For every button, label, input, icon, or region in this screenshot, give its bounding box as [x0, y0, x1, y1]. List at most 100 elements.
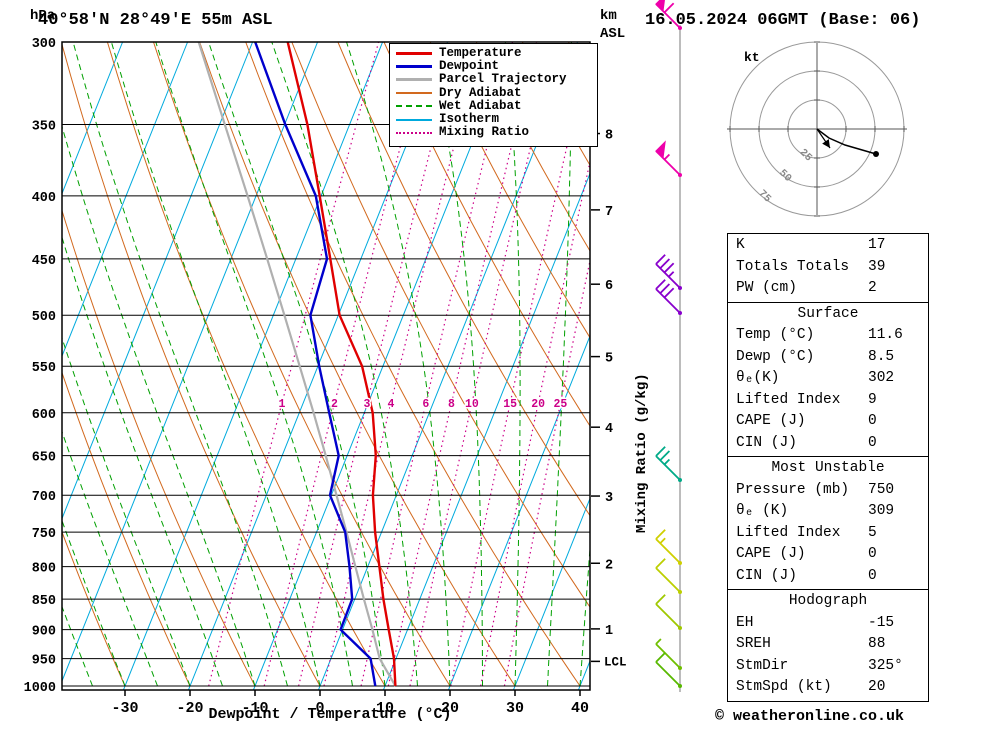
legend-swatch — [396, 119, 432, 121]
table-row-label: Lifted Index — [736, 523, 868, 545]
mixing-ratio-label: 25 — [553, 398, 567, 411]
mixing-ratio-label: 3 — [364, 398, 371, 411]
table-row-label: Temp (°C) — [736, 325, 868, 347]
wind-barb-full-tick — [664, 263, 673, 272]
legend-swatch — [396, 65, 432, 68]
lcl-label: LCL — [604, 655, 627, 669]
table-row: EH-15 — [728, 613, 928, 635]
table-row: CIN (J)0 — [728, 566, 928, 588]
dry-adiabat-line — [0, 42, 190, 686]
pressure-tick-label: 350 — [32, 119, 56, 134]
legend-label: Dewpoint — [439, 60, 499, 73]
table-row-value: 0 — [868, 544, 928, 566]
table-row-label: θₑ (K) — [736, 501, 868, 523]
wind-barb — [656, 595, 682, 630]
table-row-value: 17 — [868, 235, 928, 257]
km-tick-label: 7 — [605, 205, 613, 220]
km-tick-label: 1 — [605, 624, 613, 639]
table-row-value: 302 — [868, 368, 928, 390]
legend-swatch — [396, 78, 432, 81]
pressure-tick-label: 800 — [32, 562, 56, 577]
wind-barb-full-tick — [660, 259, 669, 268]
table-section-header: Hodograph — [728, 591, 928, 613]
table-row-value: 0 — [868, 433, 928, 455]
legend-swatch — [396, 132, 432, 134]
mixing-ratio-label: 6 — [422, 398, 429, 411]
legend-label: Wet Adiabat — [439, 100, 522, 113]
dewpoint-curve — [255, 42, 375, 686]
table-row-value: 39 — [868, 257, 928, 279]
wind-barb-half-tick — [656, 639, 661, 644]
table-row-label: Pressure (mb) — [736, 480, 868, 502]
table-row-label: EH — [736, 613, 868, 635]
table-row-value: 0 — [868, 566, 928, 588]
table-row: θₑ (K)309 — [728, 501, 928, 523]
hodograph-kt-label: kt — [744, 50, 760, 65]
temp-tick-label: -30 — [111, 700, 138, 717]
mixing-ratio-axis-title: Mixing Ratio (g/kg) — [634, 373, 650, 533]
wind-barb-full-tick — [660, 451, 669, 460]
table-row-value: 20 — [868, 677, 928, 699]
hodograph-ring-label: 50 — [776, 167, 793, 184]
asl-label: ASL — [600, 26, 625, 42]
table-row-label: CAPE (J) — [736, 544, 868, 566]
wind-barb — [656, 530, 682, 565]
pressure-tick-label: 950 — [32, 654, 56, 669]
pressure-tick-label: 850 — [32, 594, 56, 609]
table-row-value: 325° — [868, 656, 928, 678]
copyright: © weatheronline.co.uk — [715, 708, 904, 725]
pressure-tick-label: 1000 — [24, 681, 56, 696]
mixing-ratio-label: 15 — [503, 398, 517, 411]
table-row-label: K — [736, 235, 868, 257]
table-row-value: 5 — [868, 523, 928, 545]
storm-motion-arrowhead — [822, 139, 830, 148]
table-row-value: 88 — [868, 634, 928, 656]
temp-tick-label: 30 — [506, 700, 524, 717]
x-axis-title: Dewpoint / Temperature (°C) — [180, 706, 480, 723]
table-section-header: Most Unstable — [728, 458, 928, 480]
table-row: StmSpd (kt)20 — [728, 677, 928, 699]
table-row-label: StmSpd (kt) — [736, 677, 868, 699]
wind-barb-full-tick — [656, 447, 665, 456]
wind-barb-full-tick — [656, 595, 665, 604]
wet-adiabat-line — [111, 42, 320, 686]
wind-barb-full-tick — [664, 288, 673, 297]
table-row-label: CIN (J) — [736, 566, 868, 588]
pressure-tick-label: 500 — [32, 310, 56, 325]
wind-barb-shaft — [656, 568, 680, 592]
mixing-ratio-label: 20 — [531, 398, 545, 411]
wind-barb-full-tick — [660, 284, 669, 293]
legend-item: Dewpoint — [396, 60, 597, 73]
table-row-value: -15 — [868, 613, 928, 635]
wind-barb-full-tick — [656, 280, 665, 289]
pressure-tick-label: 750 — [32, 527, 56, 542]
wind-barb-half-tick — [669, 272, 674, 277]
legend-label: Mixing Ratio — [439, 126, 529, 139]
legend-label: Parcel Trajectory — [439, 73, 567, 86]
wind-barb-half-tick — [664, 459, 669, 464]
pressure-tick-label: 400 — [32, 191, 56, 206]
legend-item: Parcel Trajectory — [396, 73, 597, 86]
legend-label: Dry Adiabat — [439, 87, 522, 100]
legend-label: Isotherm — [439, 113, 499, 126]
table-row-value: 2 — [868, 278, 928, 300]
table-row-label: Dewp (°C) — [736, 347, 868, 369]
km-tick-label: 4 — [605, 422, 613, 437]
mixing-ratio-label: 10 — [465, 398, 479, 411]
legend-item: Dry Adiabat — [396, 87, 597, 100]
legend-item: Temperature — [396, 47, 597, 60]
km-tick-label: 2 — [605, 558, 613, 573]
station-title: 40°58'N 28°49'E 55m ASL — [38, 11, 273, 30]
mixing-ratio-label: 2 — [331, 398, 338, 411]
pressure-tick-label: 600 — [32, 408, 56, 423]
